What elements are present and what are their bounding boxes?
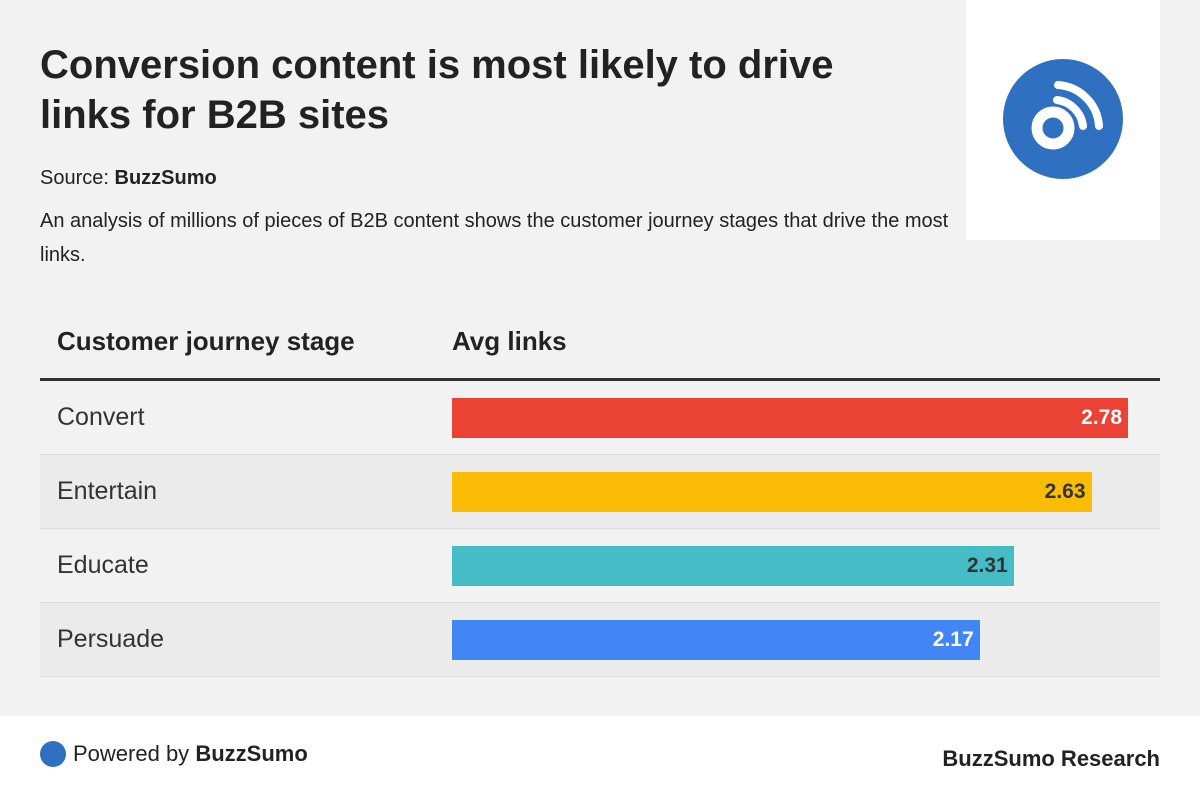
bar-row: Entertain 2.63: [40, 455, 1160, 529]
category-label: Convert: [57, 403, 145, 431]
column-header-avg-links: Avg links: [452, 326, 567, 356]
source: Source: BuzzSumo: [40, 167, 217, 190]
bar: 2.17: [452, 620, 980, 660]
category-label: Educate: [57, 551, 149, 579]
value-label: 2.78: [1081, 406, 1122, 429]
bar: 2.78: [452, 398, 1128, 438]
footer-research: BuzzSumo Research: [942, 746, 1160, 771]
bar-row: Educate 2.31: [40, 529, 1160, 603]
powered-by: Powered by BuzzSumo: [40, 741, 308, 767]
category-label: Entertain: [57, 477, 158, 505]
bar: 2.31: [452, 546, 1014, 586]
value-label: 2.63: [1044, 480, 1086, 503]
buzzsumo-dot-icon: [40, 741, 66, 767]
value-label: 2.17: [932, 628, 974, 651]
rss-signal-icon: [1003, 59, 1123, 179]
header-divider: [40, 378, 1160, 381]
footer: Powered by BuzzSumo BuzzSumo Research: [0, 716, 1200, 798]
bar: 2.63: [452, 472, 1092, 512]
description: An analysis of millions of pieces of B2B…: [40, 210, 949, 266]
logo-box: [966, 0, 1160, 240]
bar-row: Persuade 2.17: [40, 603, 1160, 677]
bar-row: Convert 2.78: [40, 381, 1160, 455]
chart-title: Conversion content is most likely to dri…: [40, 43, 834, 137]
powered-brand: BuzzSumo: [195, 741, 308, 766]
value-label: 2.31: [966, 554, 1008, 577]
source-label: Source:: [40, 167, 109, 189]
source-name: BuzzSumo: [114, 167, 217, 189]
powered-prefix: Powered by: [73, 741, 190, 766]
column-header-stage: Customer journey stage: [57, 326, 355, 356]
category-label: Persuade: [57, 625, 165, 653]
